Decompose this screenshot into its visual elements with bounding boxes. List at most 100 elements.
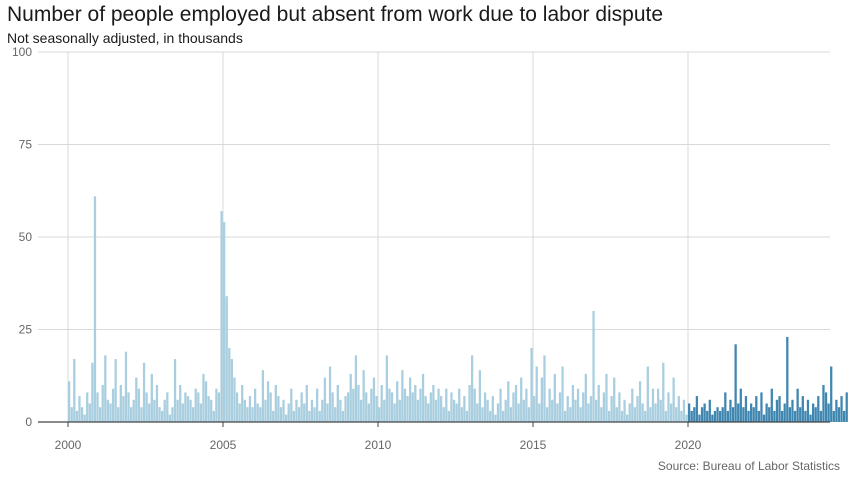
bar: [669, 403, 673, 422]
bar: [344, 396, 347, 422]
bar: [375, 396, 378, 422]
bar: [556, 403, 559, 422]
bar: [698, 414, 701, 422]
bar: [755, 396, 758, 422]
bar: [292, 410, 296, 422]
bar: [471, 355, 474, 422]
bar: [246, 407, 249, 422]
bar: [359, 399, 363, 422]
bar: [706, 410, 709, 422]
bar: [514, 385, 518, 422]
bar: [70, 407, 73, 422]
bar: [202, 373, 205, 422]
bar: [450, 392, 453, 422]
bar: [703, 403, 706, 422]
bar: [768, 407, 771, 422]
bar: [809, 414, 812, 422]
bar: [372, 377, 376, 422]
bar: [579, 407, 582, 422]
bar: [830, 366, 833, 422]
bar: [266, 381, 270, 422]
bar: [618, 392, 621, 422]
bar: [587, 403, 590, 422]
bar: [613, 377, 616, 422]
bar: [651, 388, 655, 422]
bar: [530, 348, 533, 422]
bar: [465, 410, 469, 422]
bar: [713, 410, 717, 422]
bar: [731, 407, 735, 422]
bar: [762, 414, 766, 422]
bar: [520, 377, 523, 422]
bar: [109, 403, 112, 422]
bar: [788, 407, 792, 422]
bar: [695, 396, 699, 422]
bar: [130, 407, 133, 422]
bar: [525, 388, 528, 422]
bar: [241, 385, 244, 422]
bar: [421, 373, 425, 422]
bar: [644, 410, 647, 422]
x-tick-label: 2000: [55, 438, 82, 452]
bar: [189, 399, 192, 422]
bar: [261, 370, 265, 422]
bar: [127, 392, 130, 422]
bar: [721, 407, 724, 422]
bar: [274, 385, 277, 422]
bar: [437, 388, 440, 422]
bar: [318, 410, 321, 422]
bar: [452, 399, 456, 422]
chart-title: Number of people employed but absent fro…: [7, 3, 664, 26]
bar: [171, 407, 174, 422]
bar: [631, 388, 634, 422]
bar: [512, 392, 515, 422]
bar: [73, 359, 76, 422]
bar: [225, 296, 228, 422]
bar: [80, 407, 84, 422]
bar: [122, 396, 125, 422]
bar: [290, 388, 293, 422]
bar: [279, 407, 283, 422]
bar: [814, 407, 817, 422]
bar: [491, 396, 494, 422]
chart-subtitle: Not seasonally adjusted, in thousands: [7, 30, 243, 46]
bar: [672, 377, 675, 422]
bar: [527, 407, 531, 422]
bar: [148, 403, 151, 422]
bar: [390, 392, 394, 422]
bar: [447, 410, 451, 422]
y-tick-label: 50: [19, 230, 33, 244]
bar: [403, 388, 407, 422]
bar: [460, 407, 463, 422]
bar: [354, 355, 358, 422]
x-tick-label: 2005: [210, 438, 237, 452]
bar: [832, 410, 835, 422]
bar: [843, 410, 846, 422]
bar: [693, 407, 696, 422]
bar: [819, 410, 823, 422]
bar: [254, 388, 257, 422]
bar: [700, 407, 704, 422]
bar: [636, 396, 639, 422]
bar: [78, 396, 81, 422]
bar: [582, 392, 585, 422]
bar: [589, 396, 593, 422]
bar: [628, 403, 631, 422]
y-tick-label: 75: [19, 138, 33, 152]
x-tick-label: 2020: [675, 438, 702, 452]
bar: [711, 414, 714, 422]
bar: [339, 399, 342, 422]
bar: [822, 385, 825, 422]
bar: [538, 403, 541, 422]
bar: [535, 366, 538, 422]
bar: [804, 410, 807, 422]
bar: [145, 392, 148, 422]
bar: [657, 388, 660, 422]
bar: [835, 399, 838, 422]
bar: [783, 403, 786, 422]
bar: [220, 211, 223, 422]
bar: [411, 392, 414, 422]
bar: [494, 414, 497, 422]
bar: [212, 410, 215, 422]
bar: [321, 399, 324, 422]
